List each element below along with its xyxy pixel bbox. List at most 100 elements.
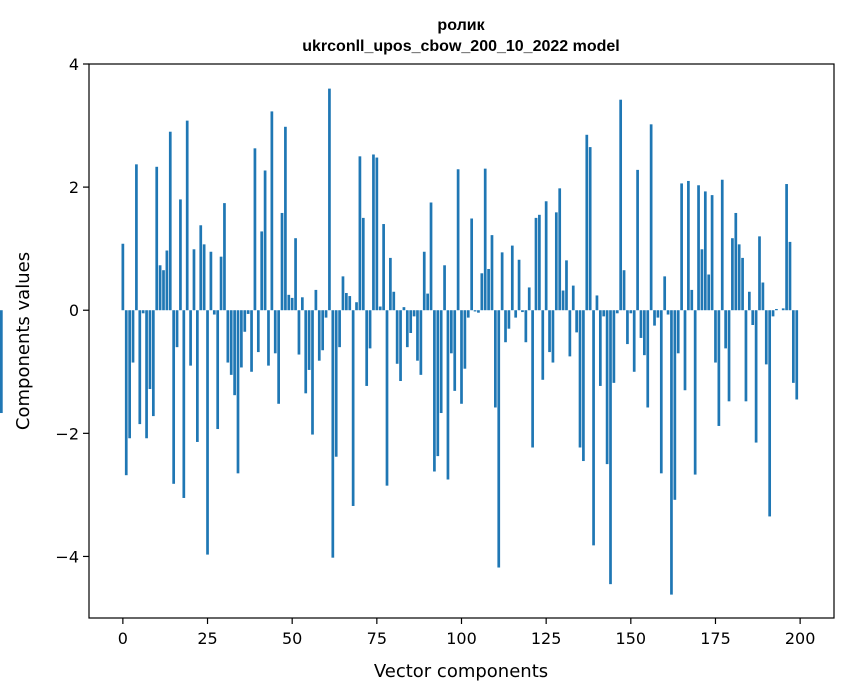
bar-138 (588, 147, 592, 311)
x-tick-label: 0 (118, 629, 128, 648)
bar-69 (355, 302, 358, 311)
bar-18 (182, 310, 186, 498)
bar-86 (412, 310, 416, 317)
bar-54 (304, 310, 308, 394)
bar-176 (717, 310, 721, 426)
bar-119 (524, 310, 528, 343)
bar-29 (219, 256, 223, 311)
bar-155 (646, 310, 650, 408)
y-tick-label: 0 (69, 301, 79, 320)
bar-185 (747, 291, 751, 311)
bar-183 (741, 257, 744, 311)
bar-120 (527, 287, 531, 311)
bar-191 (768, 310, 772, 517)
bar-93 (436, 310, 440, 457)
bar-28 (216, 310, 220, 430)
bar-195 (781, 308, 785, 311)
bar-156 (649, 124, 653, 311)
bar-39 (253, 148, 257, 311)
bar-97 (449, 310, 453, 354)
bar-95 (443, 265, 446, 311)
bar-199 (795, 310, 799, 400)
bar-128 (554, 212, 558, 311)
bar-94 (439, 310, 443, 414)
y-tick-label: 2 (69, 178, 79, 197)
bar-177 (720, 179, 724, 311)
bar-4 (135, 164, 138, 311)
bar-90 (426, 293, 429, 311)
plot-frame (88, 63, 835, 619)
chart-title: ролик (437, 17, 485, 34)
bar-81 (395, 310, 399, 364)
bar-164 (676, 310, 680, 354)
bar-9 (151, 310, 155, 417)
bar-66 (345, 292, 348, 311)
bar-49 (287, 294, 291, 311)
bar-107 (483, 168, 487, 311)
bar-112 (500, 252, 504, 311)
bar-181 (734, 212, 738, 311)
bar-127 (551, 310, 555, 363)
bar-27 (212, 310, 216, 315)
bar-33 (233, 310, 236, 396)
bar-15 (172, 310, 176, 484)
x-tick-label: 125 (531, 629, 562, 648)
bar-22 (196, 310, 199, 442)
bar-35 (240, 310, 243, 368)
bar-171 (700, 249, 704, 311)
bar-47 (280, 212, 284, 311)
bar-80 (392, 291, 396, 311)
bar-160 (663, 276, 667, 311)
bar-99 (456, 169, 460, 311)
bar-92 (433, 310, 436, 472)
bar-188 (758, 236, 761, 311)
bar-56 (311, 310, 314, 435)
bar-110 (494, 310, 497, 408)
bar-166 (683, 310, 687, 391)
bar-129 (558, 188, 562, 311)
bar-42 (263, 170, 267, 311)
bar-123 (538, 214, 541, 311)
x-axis-label: Vector components (374, 661, 548, 682)
bar-78 (385, 310, 389, 486)
bar-163 (673, 310, 677, 500)
bar-6 (141, 310, 145, 314)
bar-21 (192, 249, 196, 311)
y-tick-label: −4 (55, 547, 79, 566)
bar-133 (571, 285, 575, 311)
bar-14 (168, 131, 172, 311)
bar-116 (514, 310, 518, 318)
bar-104 (473, 310, 477, 312)
bar-24 (202, 244, 206, 311)
bar-13 (165, 250, 169, 311)
y-tick-label: −2 (55, 424, 79, 443)
bar-89 (422, 251, 426, 311)
bar-167 (687, 180, 690, 311)
y-axis-ticks: −4 −2 0 2 4 (55, 55, 89, 566)
bar-158 (656, 310, 660, 318)
bar-151 (632, 310, 636, 372)
bar-60 (324, 310, 328, 318)
bar-71 (361, 217, 365, 311)
bar-109 (490, 235, 494, 311)
bar-189 (761, 282, 765, 311)
bar-64 (338, 310, 341, 348)
bar-143 (605, 310, 609, 465)
bar-187 (754, 310, 758, 443)
bar-135 (578, 310, 582, 448)
bar-76 (378, 306, 382, 311)
bar-2 (128, 310, 131, 439)
bar-25 (206, 310, 209, 555)
bar-63 (334, 310, 338, 457)
bar-106 (480, 273, 484, 311)
bar-82 (399, 310, 402, 382)
bar-10 (155, 166, 159, 311)
bar-16 (175, 310, 179, 348)
bar-17 (179, 199, 182, 311)
bar-169 (693, 310, 697, 475)
x-tick-label: 150 (616, 629, 647, 648)
bar-197 (788, 241, 792, 311)
bar-154 (643, 310, 646, 356)
bar-174 (710, 195, 714, 311)
bar-161 (666, 310, 670, 315)
